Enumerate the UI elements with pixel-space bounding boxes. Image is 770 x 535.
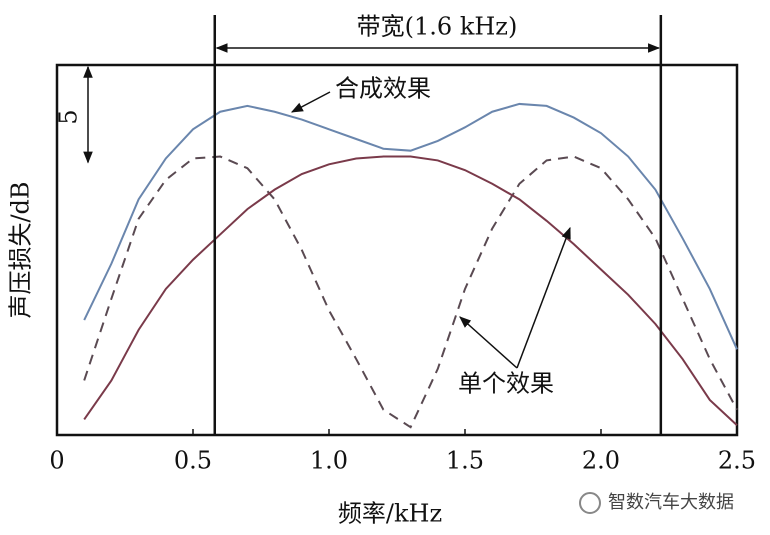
plot-frame xyxy=(55,63,739,437)
bandwidth-label: 带宽(1.6 kHz) xyxy=(357,13,518,41)
x-tick-label: 1.0 xyxy=(310,447,348,475)
line-series xyxy=(83,155,738,429)
annotation: 合成效果 xyxy=(335,75,431,103)
annotation-arrow xyxy=(459,316,518,369)
x-tick-label: 0.5 xyxy=(174,447,212,475)
annotation-arrow xyxy=(290,91,331,113)
annotation-arrow xyxy=(516,226,571,369)
x-tick-label: 2.0 xyxy=(582,447,620,475)
x-tick-label: 1.5 xyxy=(446,447,484,475)
line-series xyxy=(83,155,738,426)
watermark: 智数汽车大数据 xyxy=(579,492,734,514)
scale-bar-label: 5 xyxy=(55,109,83,124)
watermark-text: 智数汽车大数据 xyxy=(608,492,734,513)
y-axis-label: 声压损失/dB xyxy=(7,181,35,318)
line-series xyxy=(83,102,738,350)
x-axis-label: 频率/kHz xyxy=(338,500,442,528)
watermark-icon xyxy=(579,492,601,514)
annotation: 单个效果 xyxy=(458,370,554,398)
x-tick-label: 0 xyxy=(49,447,64,475)
x-tick-label: 2.5 xyxy=(718,447,756,475)
